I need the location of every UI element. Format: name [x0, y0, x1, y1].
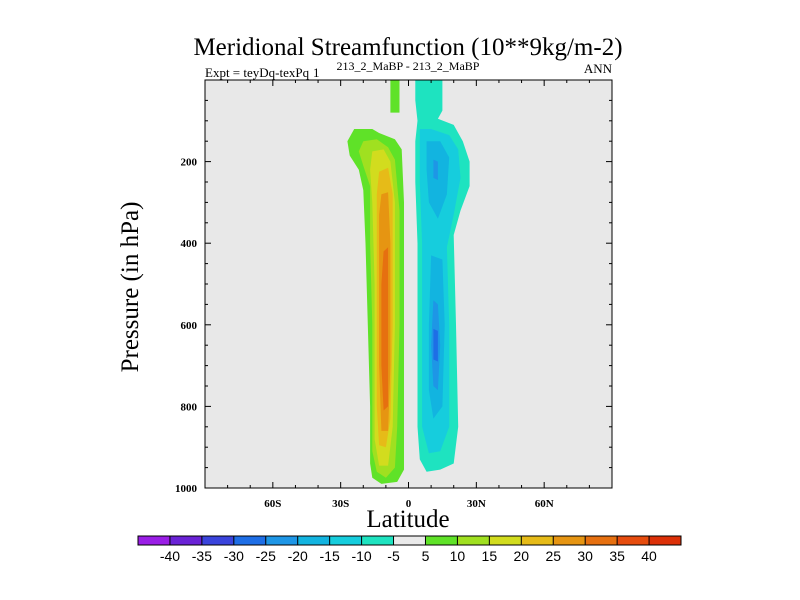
- colorbar-box-10: [457, 536, 490, 545]
- plot-background: [205, 80, 612, 488]
- contour-positive-cell-30: [381, 247, 389, 411]
- colorbar-box-9: [425, 536, 458, 545]
- subtitle-center: 213_2_MaBP - 213_2_MaBP: [337, 59, 480, 73]
- y-tick-label-2: 600: [181, 320, 198, 332]
- colorbar-label-4: -20: [288, 548, 308, 564]
- colorbar-label-3: -25: [256, 548, 276, 564]
- colorbar-box-7: [361, 536, 394, 545]
- colorbar-label-13: 30: [577, 548, 593, 564]
- contour-layer: [347, 80, 470, 484]
- colorbar-label-6: -10: [351, 548, 371, 564]
- contour-negative-cell-25-core: [433, 328, 438, 362]
- contour-negative-cell-20-upper: [433, 159, 438, 180]
- axis-ticks: 60S 30S 0 30N 60N 200 400 600 800 1000: [175, 80, 612, 510]
- colorbar-label-2: -30: [224, 548, 244, 564]
- x-tick-label-4: 60N: [535, 498, 554, 510]
- colorbar-box-11: [489, 536, 522, 545]
- colorbar-label-8: 5: [422, 548, 430, 564]
- x-tick-label-0: 60S: [264, 498, 281, 510]
- colorbar-label-14: 35: [609, 548, 625, 564]
- x-tick-label-1: 30S: [332, 498, 349, 510]
- colorbar-box-16: [649, 536, 682, 545]
- colorbar-label-12: 25: [545, 548, 561, 564]
- y-tick-label-0: 200: [181, 157, 198, 169]
- colorbar-box-12: [521, 536, 554, 545]
- colorbar-label-7: -5: [387, 548, 400, 564]
- x-tick-label-2: 0: [406, 498, 412, 510]
- plot-area: 60S 30S 0 30N 60N 200 400 600 800 1000: [175, 79, 613, 510]
- colorbar-box-6: [329, 536, 362, 545]
- colorbar-box-8: [393, 536, 426, 545]
- colorbar-label-15: 40: [641, 548, 657, 564]
- colorbar-box-14: [585, 536, 618, 545]
- colorbar-label-11: 20: [514, 548, 530, 564]
- colorbar-box-4: [265, 536, 298, 545]
- chart-title: Meridional Streamfunction (10**9kg/m-2): [193, 34, 622, 61]
- subtitle-left: Expt = teyDq-texPq: [205, 65, 310, 80]
- colorbar-label-10: 15: [482, 548, 498, 564]
- colorbar-box-3: [233, 536, 267, 545]
- colorbar-box-15: [617, 536, 650, 545]
- x-tick-label-3: 30N: [467, 498, 486, 510]
- y-axis-label: Pressure (in hPa): [117, 202, 144, 373]
- subtitle-center-prefix: 1: [313, 65, 320, 80]
- colorbar-frame: [137, 535, 682, 546]
- colorbar-box-13: [553, 536, 586, 545]
- x-axis-label: Latitude: [366, 506, 449, 533]
- colorbar-label-5: -15: [320, 548, 340, 564]
- colorbar-label-0: -40: [160, 548, 180, 564]
- colorbar-box-5: [297, 536, 330, 545]
- y-tick-label-4: 1000: [175, 483, 198, 495]
- colorbar-box-1: [169, 536, 203, 545]
- colorbar-box-2: [201, 536, 235, 545]
- contour-positive-cell-upper-strand: [390, 80, 400, 113]
- colorbar-label-9: 10: [450, 548, 466, 564]
- colorbar: -40 -35 -30 -25 -20 -15 -10 -5 5 10 15 20 25 30 35 40: [137, 535, 682, 564]
- y-tick-label-1: 400: [181, 238, 198, 250]
- subtitle-right: ANN: [584, 61, 613, 76]
- contour-negative-cell-15-upper: [426, 141, 450, 219]
- colorbar-label-1: -35: [192, 548, 212, 564]
- colorbar-box-0: [138, 536, 171, 545]
- y-tick-label-3: 800: [181, 401, 198, 413]
